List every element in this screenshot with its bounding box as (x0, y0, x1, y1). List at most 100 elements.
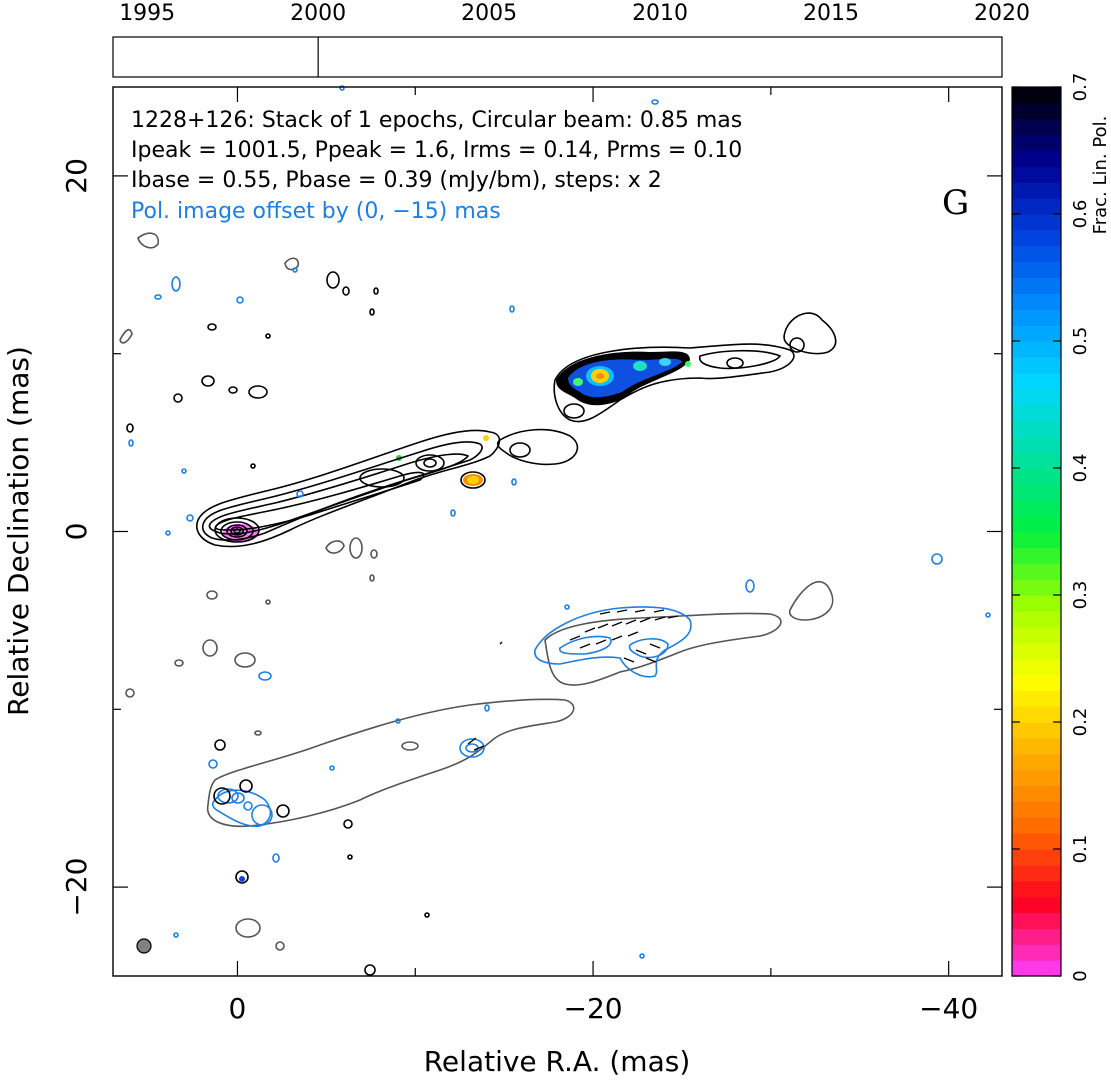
colorbar-band (1012, 833, 1061, 850)
colorbar-band (1012, 420, 1061, 437)
timeline-year-label: 2020 (974, 1, 1030, 26)
y-tick-label: −20 (60, 858, 93, 917)
colorbar: 0 0.1 0.2 0.3 0.4 0.5 0.6 0.7 Frac. Lin. Pol. (1011, 73, 1111, 982)
polarization-contours (128, 85, 991, 959)
colorbar-band (1012, 928, 1061, 945)
colorbar-band (1012, 531, 1061, 548)
colorbar-band (1012, 769, 1061, 787)
colorbar-band (1012, 817, 1061, 834)
colorbar-band (1012, 626, 1061, 644)
colorbar-band (1012, 801, 1061, 818)
colorbar-tick-label: 0.1 (1070, 835, 1091, 864)
colorbar-tick-label: 0.4 (1070, 454, 1091, 483)
colorbar-tick-label: 0.6 (1070, 200, 1091, 229)
colorbar-band (1012, 706, 1061, 723)
colorbar-band (1012, 277, 1061, 294)
colorbar-band (1012, 737, 1061, 755)
colorbar-band (1012, 515, 1061, 533)
timeline-year-label: 2010 (632, 1, 688, 26)
colorbar-ticks: 0 0.1 0.2 0.3 0.4 0.5 0.6 0.7 (1012, 73, 1091, 982)
colorbar-band (1012, 118, 1061, 136)
colorbar-band (1012, 356, 1061, 374)
timeline-frame (112, 36, 1003, 78)
x-axis-label: Relative R.A. (mas) (424, 1045, 691, 1078)
colorbar-band (1012, 134, 1061, 152)
colorbar-band (1012, 944, 1061, 961)
colorbar-band (1012, 436, 1061, 453)
colorbar-band (1012, 595, 1061, 612)
beam-marker (136, 938, 152, 954)
timeline-year-label: 2015 (803, 1, 859, 26)
colorbar-band (1012, 753, 1061, 771)
colorbar-label: Frac. Lin. Pol. (1090, 116, 1111, 235)
axes: 0 −20 −40 −20 0 20 (60, 86, 1003, 1025)
x-tick-label: 0 (229, 992, 247, 1025)
y-tick-label: 20 (60, 158, 93, 194)
colorbar-band (1012, 880, 1061, 898)
timeline-year-label: 2005 (461, 1, 517, 26)
colorbar-band (1012, 960, 1061, 977)
y-tick-label: 0 (60, 523, 93, 541)
colorbar-band (1012, 674, 1061, 691)
colorbar-band (1012, 388, 1061, 406)
colorbar-band (1012, 245, 1061, 263)
colorbar-band (1012, 912, 1061, 929)
colorbar-band (1012, 293, 1061, 310)
colorbar-band (1012, 166, 1061, 183)
x-tick-label: −40 (919, 992, 978, 1025)
colorbar-band (1012, 182, 1061, 199)
colorbar-band (1012, 309, 1061, 326)
colorbar-band (1012, 229, 1061, 247)
total-intensity-contours (126, 271, 837, 976)
colorbar-band (1012, 214, 1061, 231)
legend: 1228+126: Stack of 1 epochs, Circular be… (131, 108, 969, 224)
timeline-year-label: 2000 (290, 1, 346, 26)
lowest-contour (119, 232, 834, 951)
colorbar-band (1012, 102, 1061, 120)
colorbar-band (1012, 87, 1061, 104)
colorbar-band (1012, 690, 1061, 707)
colorbar-band (1012, 261, 1061, 279)
y-axis-label: Relative Declination (mas) (2, 346, 35, 716)
colorbar-tick-label: 0 (1070, 970, 1091, 981)
colorbar-band (1012, 563, 1061, 580)
colorbar-band (1012, 468, 1061, 485)
pol-offset-note: Pol. image offset by (0, −15) mas (131, 199, 501, 224)
colorbar-band (1012, 785, 1061, 802)
colorbar-frame (1011, 86, 1062, 977)
colorbar-tick-label: 0.3 (1070, 581, 1091, 610)
colorbar-band (1012, 198, 1061, 215)
colorbar-band (1012, 658, 1061, 675)
colorbar-band (1012, 722, 1061, 739)
panel-letter: G (942, 183, 969, 223)
colorbar-band (1012, 849, 1061, 866)
legend-line-3: Ibase = 0.55, Pbase = 0.39 (mJy/bm), ste… (131, 168, 662, 193)
colorbar-band (1012, 579, 1061, 596)
fractional-polarization-image (223, 351, 691, 542)
legend-line-2: Ipeak = 1001.5, Ppeak = 1.6, Irms = 0.14… (131, 138, 742, 163)
colorbar-tick-label: 0.2 (1070, 708, 1091, 737)
colorbar-band (1012, 547, 1061, 564)
colorbar-band (1012, 864, 1061, 882)
colorbar-band (1012, 325, 1061, 342)
colorbar-band (1012, 341, 1061, 358)
colorbar-band (1012, 499, 1061, 517)
timeline: 1995 2000 2005 2010 2015 2020 (112, 1, 1030, 78)
colorbar-band (1012, 896, 1061, 914)
colorbar-band (1012, 404, 1061, 421)
colorbar-gradient (1012, 87, 1061, 977)
timeline-year-label: 1995 (119, 1, 175, 26)
colorbar-band (1012, 483, 1061, 501)
plot-area: 0 −20 −40 −20 0 20 (60, 85, 1003, 1025)
evpa-vectors (467, 609, 679, 751)
legend-line-1: 1228+126: Stack of 1 epochs, Circular be… (131, 108, 742, 133)
colorbar-band (1012, 642, 1061, 660)
timeline-year-labels: 1995 2000 2005 2010 2015 2020 (119, 1, 1030, 26)
colorbar-tick-label: 0.7 (1070, 73, 1091, 102)
colorbar-band (1012, 452, 1061, 469)
x-tick-label: −20 (564, 992, 623, 1025)
colorbar-band (1012, 372, 1061, 390)
colorbar-band (1012, 150, 1061, 167)
colorbar-band (1012, 610, 1061, 628)
